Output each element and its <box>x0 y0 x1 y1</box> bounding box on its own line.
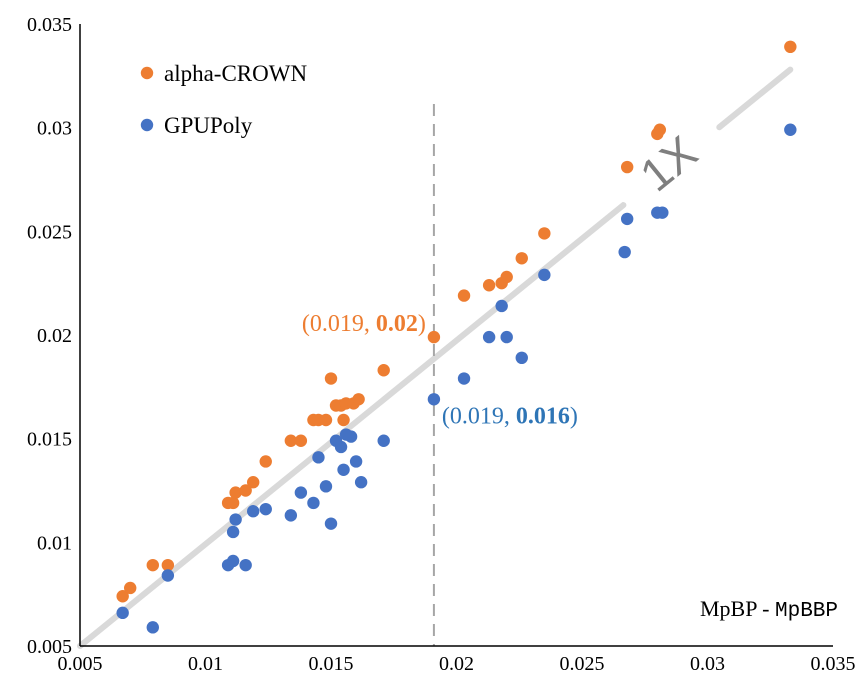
data-point <box>294 434 308 447</box>
data-point <box>229 486 242 499</box>
data-point <box>620 160 634 174</box>
data-point <box>246 476 260 489</box>
data-point <box>259 502 272 516</box>
legend-label: alpha-CROWN <box>164 61 307 86</box>
data-point <box>538 268 551 282</box>
data-point <box>656 206 669 219</box>
data-point <box>500 330 513 344</box>
data-point <box>337 413 350 427</box>
data-point <box>352 393 365 406</box>
reference-line-segment <box>716 66 794 131</box>
data-point <box>307 496 320 510</box>
data-point <box>344 430 358 443</box>
data-point <box>784 40 797 54</box>
data-point <box>620 212 634 226</box>
data-point <box>284 509 298 522</box>
data-point <box>284 434 298 447</box>
data-point <box>618 245 631 259</box>
data-point <box>161 558 175 572</box>
labels-layer: alpha-CROWN GPUPoly (0.019, 0.02) (0.019, 0… <box>140 61 838 623</box>
reference-lines-layer: 1X <box>77 66 794 649</box>
point-annotation: (0.019, 0.016) <box>442 403 578 429</box>
data-point <box>226 525 240 539</box>
data-point <box>226 496 240 510</box>
data-point <box>538 227 551 240</box>
y-tick-label: 0.025 <box>27 221 72 243</box>
data-point <box>324 372 338 385</box>
data-point <box>482 279 496 292</box>
data-point <box>482 330 496 344</box>
x-tick-label: 0.015 <box>309 653 354 675</box>
y-tick-label: 0.015 <box>27 429 72 451</box>
data-point <box>319 413 333 427</box>
x-tick-label: 0.01 <box>188 653 223 675</box>
data-point <box>427 330 441 344</box>
points-layer <box>116 40 797 634</box>
data-point <box>312 451 325 464</box>
data-point <box>334 440 348 454</box>
legend-marker <box>140 118 154 132</box>
y-tick-label: 0.005 <box>27 636 72 658</box>
data-point <box>349 455 363 468</box>
data-point <box>116 590 129 603</box>
data-point <box>500 270 513 284</box>
data-point <box>161 569 175 582</box>
data-point <box>377 364 390 377</box>
x-tick-label: 0.005 <box>58 653 103 675</box>
data-point <box>427 393 441 406</box>
data-point <box>146 558 159 572</box>
data-point <box>259 455 272 468</box>
data-point <box>146 621 159 634</box>
y-tick-label: 0.03 <box>37 118 72 140</box>
axes-layer: 0.005 0.01 0.015 0.02 0.025 0.03 0.035 0.005 0.0… <box>27 14 856 675</box>
data-point <box>319 480 333 493</box>
axis-note: MpBP - MpBBP <box>700 596 838 623</box>
x-tick-label: 0.025 <box>560 653 605 675</box>
data-point <box>324 517 338 530</box>
data-point <box>246 505 260 518</box>
data-point <box>515 252 528 265</box>
data-point <box>457 372 471 385</box>
x-tick-label: 0.03 <box>690 653 725 675</box>
data-point <box>116 606 129 620</box>
data-point <box>337 463 350 476</box>
data-point <box>294 486 308 499</box>
data-point <box>124 581 137 595</box>
data-point <box>784 123 797 136</box>
point-annotation: (0.019, 0.02) <box>302 311 426 337</box>
legend-marker <box>140 66 154 80</box>
data-point <box>457 289 471 302</box>
legend-label: GPUPoly <box>164 113 253 138</box>
data-point <box>226 554 240 568</box>
data-point <box>239 484 252 497</box>
x-tick-label: 0.02 <box>439 653 474 675</box>
y-tick-label: 0.01 <box>37 532 72 554</box>
x-tick-label: 0.035 <box>811 653 856 675</box>
data-point <box>354 476 368 489</box>
data-point <box>229 513 242 526</box>
data-point <box>495 299 508 313</box>
reference-line-label: 1X <box>630 126 706 202</box>
y-tick-label: 0.02 <box>37 325 72 347</box>
data-point <box>377 434 390 447</box>
y-tick-label: 0.035 <box>27 14 72 36</box>
data-point <box>239 558 252 572</box>
data-point <box>515 351 528 365</box>
data-point <box>653 123 667 136</box>
